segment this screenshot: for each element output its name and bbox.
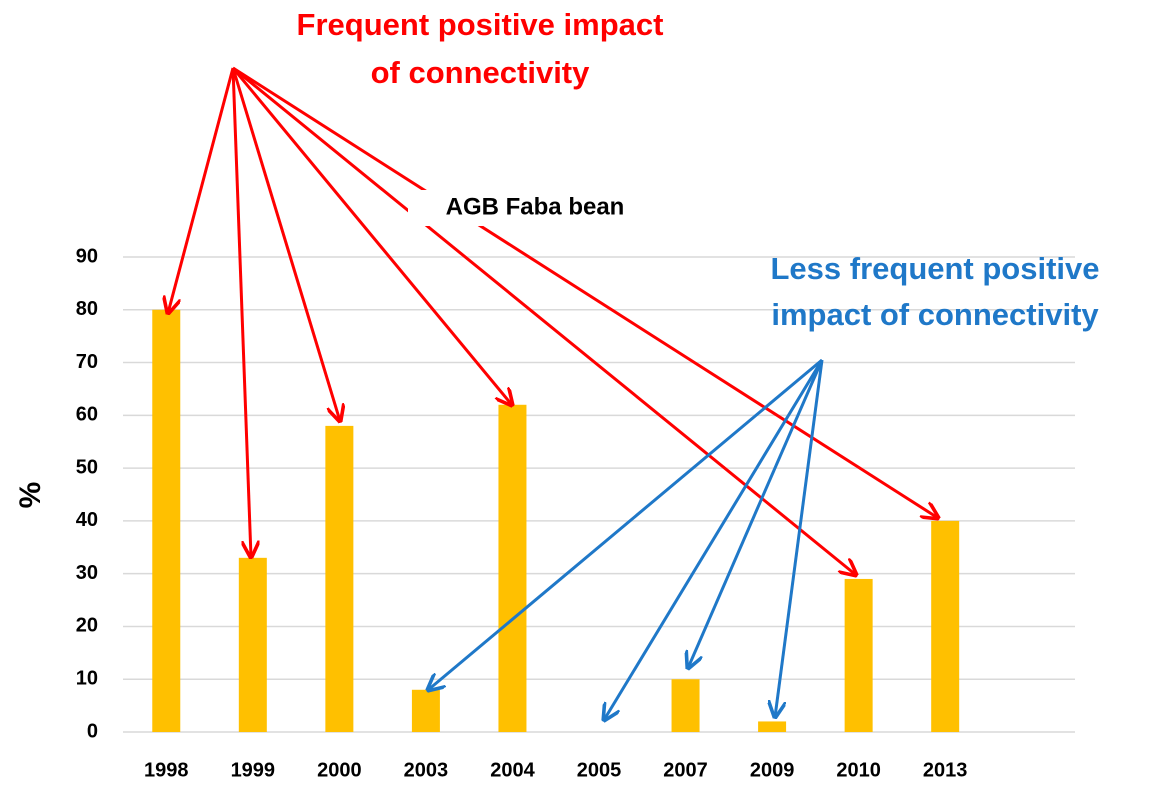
annotation: Less frequent positive [770,251,1099,286]
y-tick-label: 20 [76,615,98,637]
arrow [688,359,824,668]
bar [671,679,700,732]
bar [931,520,960,732]
bar [844,578,873,732]
bar [498,404,527,732]
y-tick-label: 60 [76,404,98,426]
blue-arrows [428,358,824,720]
arrow [428,358,823,690]
x-tick-label: 2004 [490,759,535,781]
y-tick-label: 50 [76,456,98,478]
arrow [775,359,824,717]
arrow [168,67,235,313]
x-tick-label: 1998 [144,759,189,781]
y-tick-label: 10 [76,668,98,690]
x-tick-label: 2005 [577,759,622,781]
y-tick-label: 80 [76,298,98,320]
y-tick-label: 0 [87,720,98,742]
y-axis-label: % [14,482,47,509]
x-tick-label: 2010 [836,759,881,781]
x-tick-label: 2013 [923,759,968,781]
chart-title: AGB Faba bean [446,193,625,220]
x-tick-label: 2000 [317,759,362,781]
bar [325,425,354,732]
arrow [604,359,824,720]
bar [238,557,267,732]
annotation: of connectivity [371,55,591,90]
annotations: Frequent positive impact of connectivity L… [297,7,1100,332]
title-background [408,190,660,226]
arrow [232,66,856,575]
y-tick-label: 40 [76,509,98,531]
x-tick-label: 2007 [663,759,708,781]
y-tick-label: 90 [76,245,98,267]
grid [123,256,1075,733]
arrow [231,67,512,405]
x-tick-label: 2009 [750,759,795,781]
arrow [232,66,938,518]
arrow [231,67,340,421]
bars [152,309,960,732]
red-arrows [168,66,938,575]
bar [411,689,440,732]
annotation: Frequent positive impact [297,7,664,42]
bar [758,721,787,732]
x-tick-label: 2003 [404,759,449,781]
bar [152,309,181,732]
x-tick-label: 1999 [231,759,276,781]
y-tick-label: 30 [76,562,98,584]
annotation: impact of connectivity [771,297,1099,332]
arrow [231,67,251,557]
y-tick-label: 70 [76,351,98,373]
